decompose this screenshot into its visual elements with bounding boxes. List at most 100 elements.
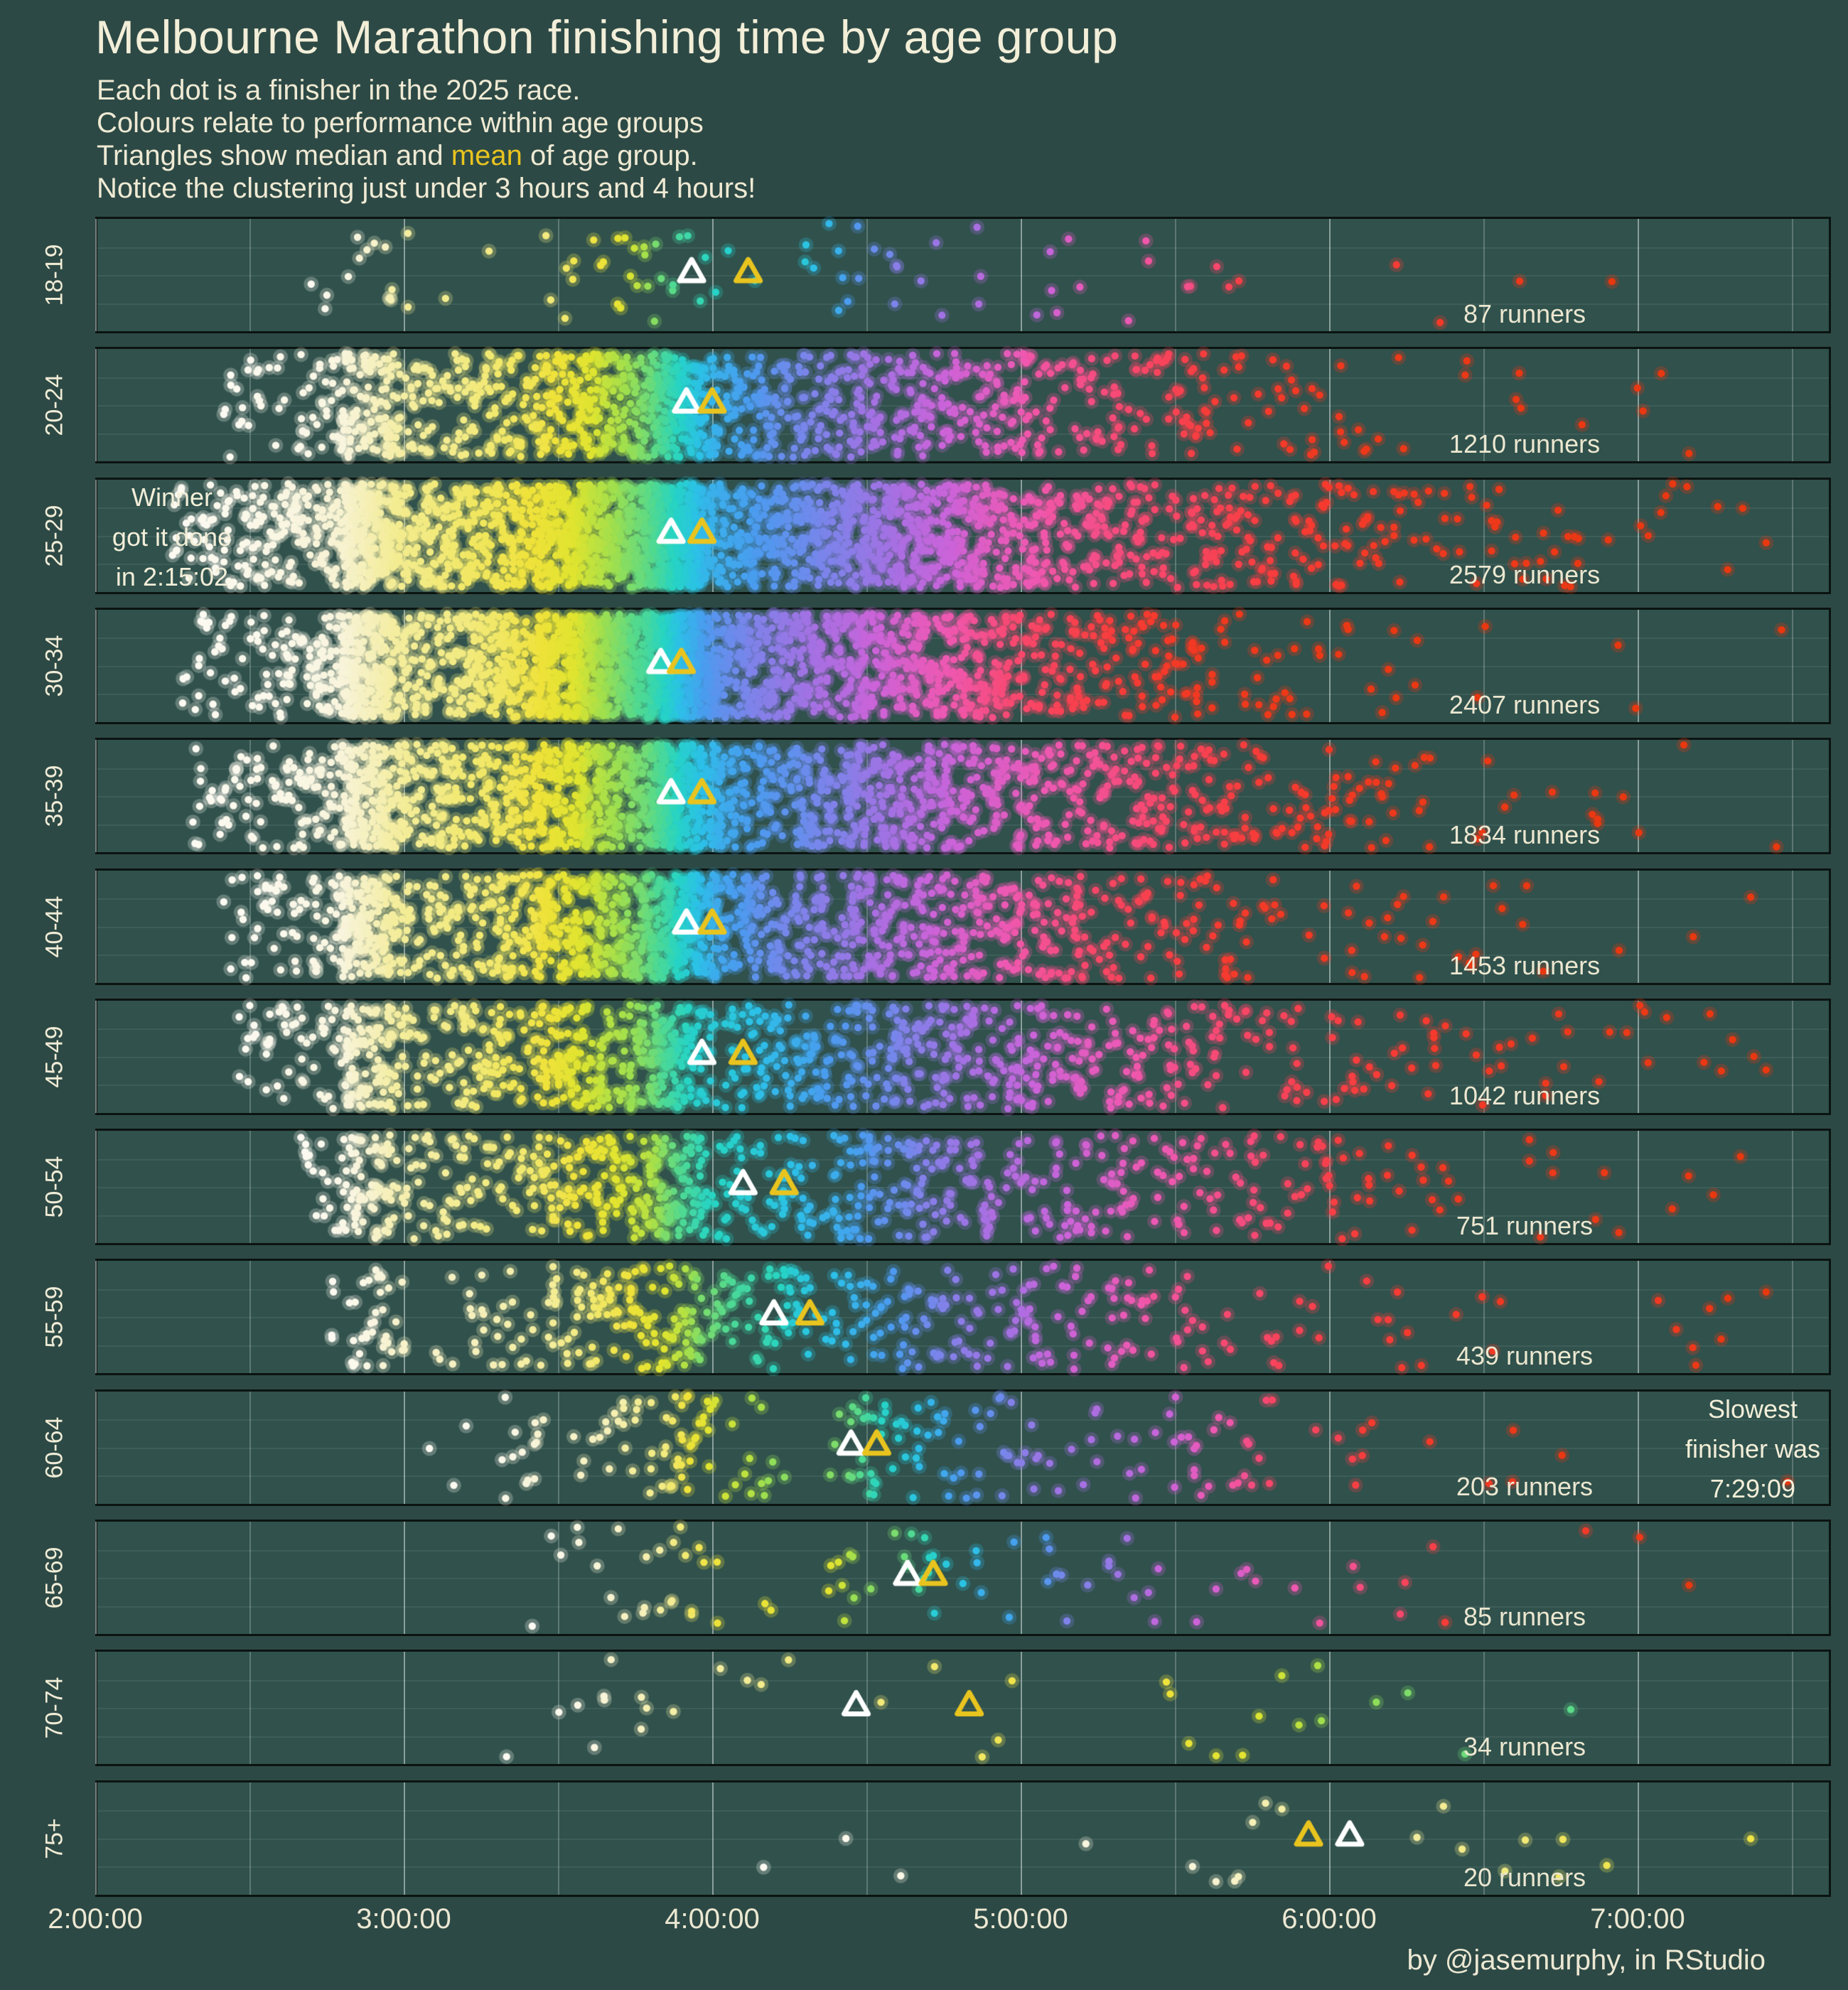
vertical-gridline: [1021, 1261, 1022, 1374]
vertical-gridline: [1792, 1652, 1793, 1765]
vertical-gridline: [866, 609, 868, 722]
vertical-gridline: [712, 1652, 714, 1765]
vertical-gridline: [95, 479, 97, 592]
vertical-gridline: [1792, 740, 1793, 853]
vertical-gridline: [558, 1131, 559, 1244]
horizontal-gridline: [97, 1447, 1829, 1449]
age-group-label: 50-54: [41, 1156, 68, 1218]
vertical-gridline: [1175, 219, 1176, 331]
vertical-gridline: [866, 1131, 868, 1244]
vertical-gridline: [404, 1000, 405, 1113]
vertical-gridline: [558, 1782, 559, 1895]
runner-count-label: 203 runners: [1456, 1471, 1594, 1501]
vertical-gridline: [249, 1522, 251, 1634]
vertical-gridline: [1329, 1000, 1331, 1113]
horizontal-gridline: [97, 405, 1829, 407]
vertical-gridline: [404, 609, 405, 722]
age-group-label: 30-34: [41, 635, 68, 697]
vertical-gridline: [1175, 1391, 1176, 1504]
vertical-gridline: [866, 1782, 868, 1895]
runner-count-label: 1834 runners: [1449, 820, 1601, 850]
vertical-gridline: [1021, 1000, 1022, 1113]
vertical-gridline: [1792, 1131, 1793, 1244]
vertical-gridline: [1021, 219, 1022, 331]
age-group-label: 25-29: [41, 505, 68, 567]
x-axis-tick: 3:00:00: [356, 1903, 451, 1935]
page-title: Melbourne Marathon finishing time by age…: [95, 11, 1119, 63]
credit-line: by @jasemurphy, in RStudio: [1407, 1945, 1766, 1976]
vertical-gridline: [1175, 609, 1176, 722]
horizontal-gridline: [97, 1679, 1829, 1682]
vertical-gridline: [558, 349, 559, 462]
vertical-gridline: [1638, 609, 1639, 722]
vertical-gridline: [1329, 1131, 1331, 1244]
vertical-gridline: [1175, 1522, 1176, 1634]
vertical-gridline: [1021, 870, 1022, 983]
horizontal-gridline: [97, 926, 1829, 928]
x-axis-tick: 7:00:00: [1590, 1903, 1685, 1935]
vertical-gridline: [1021, 1782, 1022, 1895]
horizontal-gridline: [97, 275, 1829, 276]
horizontal-gridline: [97, 1317, 1829, 1319]
x-axis-tick: 6:00:00: [1282, 1903, 1377, 1935]
vertical-gridline: [866, 479, 868, 592]
vertical-gridline: [558, 219, 559, 331]
age-group-label: 65-69: [41, 1547, 68, 1609]
runner-count-label: 20 runners: [1463, 1862, 1586, 1892]
vertical-gridline: [1638, 1261, 1639, 1374]
vertical-gridline: [866, 1391, 868, 1504]
vertical-gridline: [404, 1522, 405, 1634]
vertical-gridline: [249, 1391, 251, 1504]
vertical-gridline: [95, 870, 97, 983]
vertical-gridline: [558, 870, 559, 983]
horizontal-gridline: [97, 535, 1829, 537]
runner-count-label: 2579 runners: [1449, 559, 1601, 589]
vertical-gridline: [1329, 1652, 1331, 1765]
vertical-gridline: [1175, 1131, 1176, 1244]
vertical-gridline: [249, 1000, 251, 1113]
vertical-gridline: [1638, 1131, 1639, 1244]
vertical-gridline: [249, 479, 251, 592]
horizontal-gridline: [97, 507, 1829, 510]
vertical-gridline: [404, 479, 405, 592]
vertical-gridline: [712, 1131, 714, 1244]
vertical-gridline: [1638, 219, 1639, 331]
vertical-gridline: [1638, 870, 1639, 983]
runner-count-label: 439 runners: [1456, 1341, 1594, 1371]
vertical-gridline: [866, 870, 868, 983]
vertical-gridline: [1792, 349, 1793, 462]
age-group-label: 45-49: [41, 1026, 68, 1088]
vertical-gridline: [1638, 349, 1639, 462]
horizontal-gridline: [97, 247, 1829, 249]
subtitle-line: Notice the clustering just under 3 hours…: [97, 173, 756, 204]
vertical-gridline: [866, 1652, 868, 1765]
x-axis-tick: 4:00:00: [665, 1903, 760, 1935]
vertical-gridline: [1329, 349, 1331, 462]
vertical-gridline: [1792, 1261, 1793, 1374]
runner-count-label: 34 runners: [1463, 1732, 1586, 1762]
horizontal-gridline: [97, 1056, 1829, 1058]
vertical-gridline: [1638, 1652, 1639, 1765]
age-group-label: 35-39: [41, 765, 68, 827]
runner-count-label: 1042 runners: [1449, 1080, 1601, 1110]
vertical-gridline: [558, 1000, 559, 1113]
vertical-gridline: [558, 1522, 559, 1634]
vertical-gridline: [712, 219, 714, 331]
runner-count-label: 87 runners: [1463, 299, 1586, 328]
vertical-gridline: [1792, 219, 1793, 331]
horizontal-gridline: [97, 1289, 1829, 1291]
subtitle-line: Each dot is a finisher in the 2025 race.: [97, 75, 581, 106]
vertical-gridline: [1021, 1652, 1022, 1765]
vertical-gridline: [249, 740, 251, 853]
vertical-gridline: [712, 1261, 714, 1374]
vertical-gridline: [1329, 479, 1331, 592]
horizontal-gridline: [97, 1578, 1829, 1579]
vertical-gridline: [1329, 870, 1331, 983]
age-group-label: 70-74: [41, 1677, 68, 1739]
vertical-gridline: [1021, 609, 1022, 722]
vertical-gridline: [1021, 1522, 1022, 1634]
vertical-gridline: [1792, 1782, 1793, 1895]
vertical-gridline: [95, 1261, 97, 1374]
chart-subtitle: Each dot is a finisher in the 2025 race.…: [97, 74, 756, 205]
vertical-gridline: [249, 870, 251, 983]
